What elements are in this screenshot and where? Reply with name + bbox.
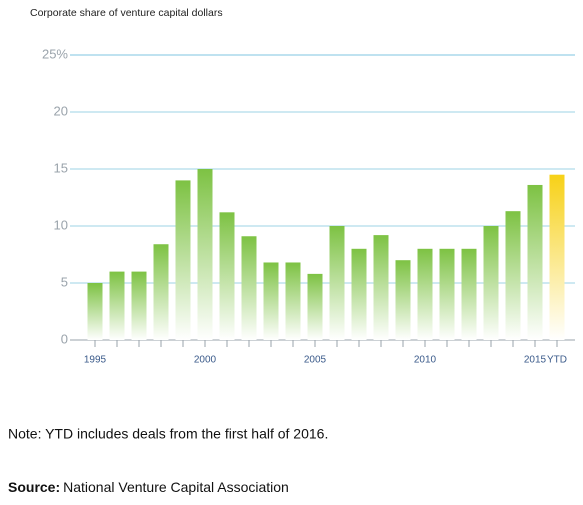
bar <box>285 262 301 340</box>
x-tick-label: 2005 <box>304 355 327 366</box>
y-tick-label: 25% <box>42 46 68 61</box>
bar <box>307 273 323 340</box>
bar <box>417 248 433 340</box>
note: Note: YTD includes deals from the first … <box>8 426 328 442</box>
bar <box>109 271 125 340</box>
y-tick-label: 10 <box>54 217 68 232</box>
bar <box>329 226 345 340</box>
y-tick-label: 15 <box>54 160 68 175</box>
x-tick-label: 2000 <box>194 355 217 366</box>
bar <box>241 236 257 340</box>
x-tick-label: YTD <box>547 355 567 366</box>
bar <box>351 248 367 340</box>
bar <box>549 174 565 340</box>
chart-title: Corporate share of venture capital dolla… <box>30 7 223 19</box>
bar <box>197 169 213 340</box>
bar <box>505 211 521 340</box>
bar <box>439 248 455 340</box>
bar <box>153 244 169 340</box>
bar <box>395 260 411 340</box>
bar <box>219 212 235 340</box>
source: National Venture Capital Association <box>63 479 289 495</box>
y-tick-label: 5 <box>61 274 68 289</box>
source-line: Source: National Venture Capital Associat… <box>8 479 289 495</box>
bar <box>483 226 499 340</box>
x-tick-label: 2015 <box>524 355 547 366</box>
y-tick-label: 20 <box>54 103 68 118</box>
bar <box>175 180 191 340</box>
y-tick-label: 0 <box>61 331 68 346</box>
bar <box>461 248 477 340</box>
x-tick-label: 1995 <box>84 355 107 366</box>
bar <box>263 262 279 340</box>
x-tick-label: 2010 <box>414 355 437 366</box>
bar <box>131 271 147 340</box>
source-label: Source: <box>8 479 60 495</box>
bar <box>527 184 543 340</box>
bar <box>87 283 103 340</box>
bar <box>373 235 389 340</box>
